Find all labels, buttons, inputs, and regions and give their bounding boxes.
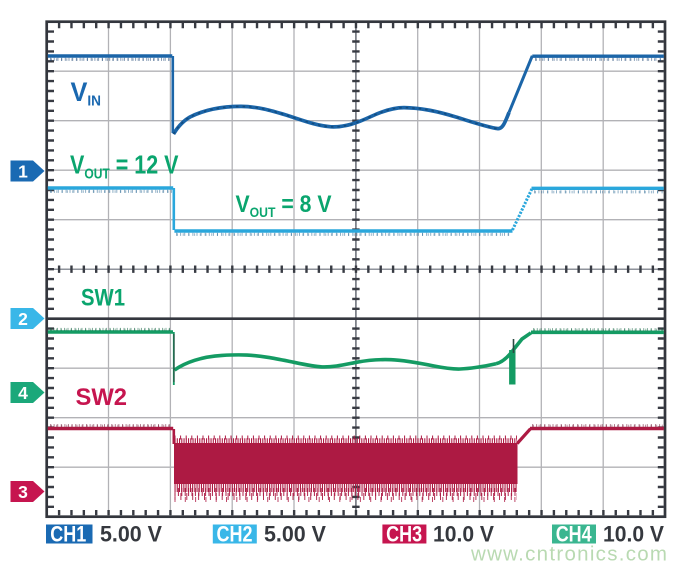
svg-text:CH2: CH2 — [217, 521, 253, 546]
svg-text:SW2: SW2 — [76, 384, 128, 411]
svg-text:5.00 V: 5.00 V — [100, 521, 162, 546]
svg-text:www.cntronics.com: www.cntronics.com — [470, 543, 667, 566]
svg-text:1: 1 — [18, 161, 28, 181]
svg-text:2: 2 — [18, 309, 28, 329]
svg-text:CH4: CH4 — [556, 521, 593, 546]
svg-text:CH1: CH1 — [50, 521, 86, 546]
svg-text:10.0 V: 10.0 V — [433, 521, 494, 546]
svg-text:3: 3 — [18, 482, 28, 502]
svg-text:VOUT = 12 V: VOUT = 12 V — [70, 152, 179, 183]
svg-text:CH3: CH3 — [386, 521, 422, 546]
svg-text:10.0 V: 10.0 V — [603, 521, 664, 546]
svg-text:4: 4 — [18, 383, 28, 403]
svg-text:5.00 V: 5.00 V — [264, 521, 326, 546]
svg-text:SW1: SW1 — [81, 285, 125, 312]
